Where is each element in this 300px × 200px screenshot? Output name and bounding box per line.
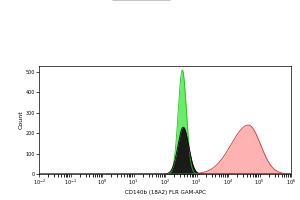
Y-axis label: Count: Count: [18, 111, 23, 129]
X-axis label: CD140b (18A2) FLR GAM-APC: CD140b (18A2) FLR GAM-APC: [124, 190, 206, 195]
